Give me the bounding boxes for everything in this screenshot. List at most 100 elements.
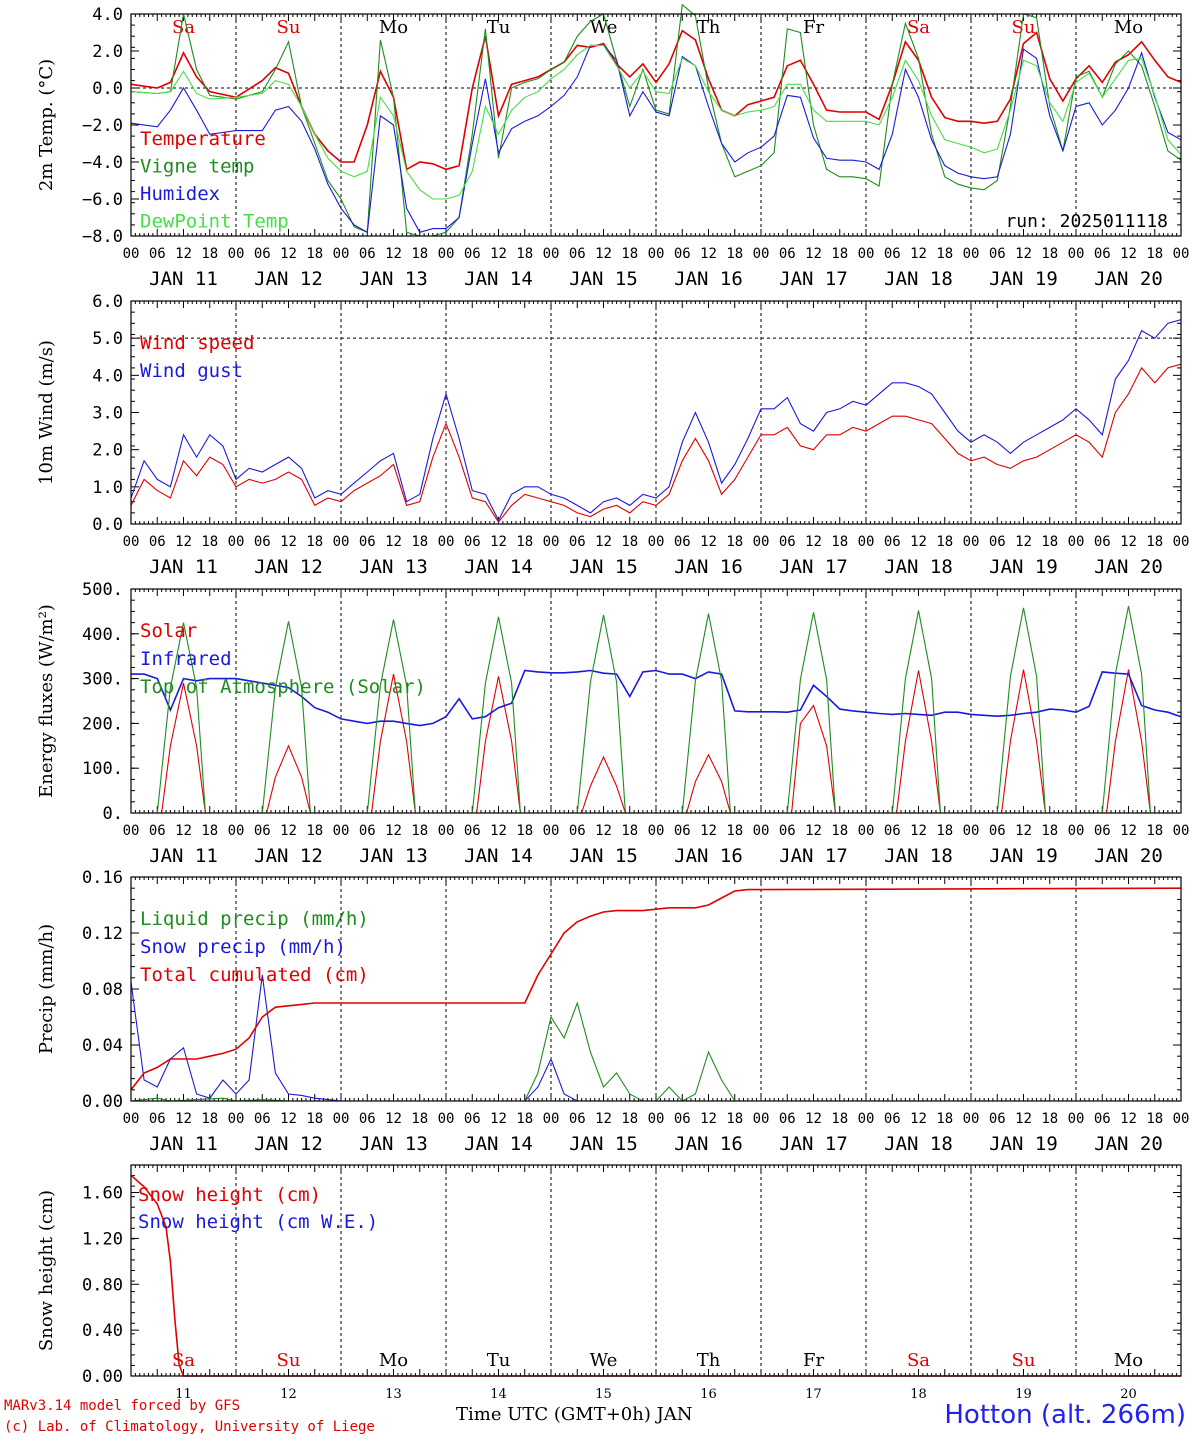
hour-tick-label: 00 <box>1068 534 1085 550</box>
legend-entry: Humidex <box>140 183 220 205</box>
y-axis-label: Snow height (cm) <box>36 1190 57 1351</box>
hour-tick-label: 06 <box>569 246 586 262</box>
day-label: JAN 16 <box>674 845 743 867</box>
series-line <box>130 974 1181 1102</box>
y-axis-label: 2m Temp. (°C) <box>36 59 57 191</box>
series-line <box>130 363 1182 524</box>
hour-tick-label: 12 <box>175 246 192 262</box>
hour-tick-label: 06 <box>359 534 376 550</box>
legend-entry: Vigne temp <box>140 156 254 178</box>
day-label: JAN 14 <box>464 1133 533 1155</box>
y-tick-label: 0.40 <box>82 1321 123 1341</box>
y-axis-label: 10m Wind (m/s) <box>36 340 57 485</box>
hour-tick-label: 00 <box>963 246 980 262</box>
day-label: JAN 13 <box>359 268 428 290</box>
y-tick-label: 0.16 <box>82 868 123 888</box>
hour-tick-label: 12 <box>385 823 402 839</box>
panel-frame <box>130 588 1182 814</box>
hour-tick-label: 12 <box>175 1111 192 1127</box>
hour-tick-label: 00 <box>438 246 455 262</box>
y-tick-label: 0.00 <box>82 1092 123 1112</box>
day-number: 14 <box>490 1387 507 1402</box>
hour-tick-label: 06 <box>464 534 481 550</box>
hour-tick-label: 00 <box>1173 823 1190 839</box>
legend-entry: Temperature <box>140 128 266 150</box>
hour-tick-label: 12 <box>490 534 507 550</box>
hour-tick-label: 06 <box>674 246 691 262</box>
day-label: JAN 15 <box>569 556 638 578</box>
hour-tick-label: 12 <box>490 823 507 839</box>
y-tick-label: −2.0 <box>82 116 123 136</box>
hour-tick-label: 18 <box>1041 1111 1058 1127</box>
hour-tick-label: 18 <box>306 534 323 550</box>
hour-tick-label: 12 <box>1120 246 1137 262</box>
hour-tick-label: 06 <box>149 534 166 550</box>
y-axis-label: Precip (mm/h) <box>36 924 57 1054</box>
hour-tick-label: 12 <box>1015 246 1032 262</box>
hour-tick-label: 18 <box>621 534 638 550</box>
legend-entry: Infrared <box>140 648 232 670</box>
y-tick-label: −4.0 <box>82 153 123 173</box>
hour-tick-label: 06 <box>569 1111 586 1127</box>
hour-tick-label: 00 <box>1068 1111 1085 1127</box>
panel-frame <box>130 876 1182 1102</box>
hour-tick-label: 06 <box>1094 246 1111 262</box>
day-number: 20 <box>1120 1387 1137 1402</box>
hour-tick-label: 12 <box>595 823 612 839</box>
series-line <box>130 44 1182 234</box>
panel-frame <box>130 300 1182 525</box>
day-label: JAN 17 <box>779 268 848 290</box>
hour-tick-label: 06 <box>464 246 481 262</box>
y-tick-label: 100. <box>82 759 123 779</box>
hour-tick-label: 18 <box>1146 246 1163 262</box>
hour-tick-label: 18 <box>831 823 848 839</box>
hour-tick-label: 06 <box>779 534 796 550</box>
day-number: 19 <box>1015 1387 1032 1402</box>
weekday-label: Fr <box>803 1350 824 1371</box>
hour-tick-label: 06 <box>569 534 586 550</box>
day-label: JAN 16 <box>674 1133 743 1155</box>
hour-tick-label: 12 <box>1120 823 1137 839</box>
legend-entry: Wind gust <box>140 360 243 382</box>
hour-tick-label: 00 <box>438 1111 455 1127</box>
hour-tick-label: 12 <box>700 534 717 550</box>
day-label: JAN 12 <box>254 1133 323 1155</box>
hour-tick-label: 12 <box>805 534 822 550</box>
y-tick-label: 0.80 <box>82 1275 123 1295</box>
hour-tick-label: 18 <box>621 1111 638 1127</box>
hour-tick-label: 06 <box>254 246 271 262</box>
day-label: JAN 17 <box>779 1133 848 1155</box>
hour-tick-label: 12 <box>910 1111 927 1127</box>
hour-tick-label: 18 <box>621 246 638 262</box>
hour-tick-label: 12 <box>700 823 717 839</box>
hour-tick-label: 12 <box>910 823 927 839</box>
hour-tick-label: 00 <box>333 1111 350 1127</box>
legend-entry: Wind speed <box>140 332 254 354</box>
day-label: JAN 11 <box>149 845 218 867</box>
hour-tick-label: 06 <box>779 823 796 839</box>
weekday-label: Su <box>1012 17 1036 38</box>
day-label: JAN 13 <box>359 1133 428 1155</box>
day-label: JAN 20 <box>1094 556 1163 578</box>
y-tick-label: 1.60 <box>82 1184 123 1204</box>
hour-tick-label: 06 <box>359 1111 376 1127</box>
series-line <box>130 1174 1181 1377</box>
legend-entry: Snow precip (mm/h) <box>140 936 346 958</box>
hour-tick-label: 12 <box>280 246 297 262</box>
y-tick-label: 0. <box>103 804 123 824</box>
model-credit: MARv3.14 model forced by GFS <box>4 1398 241 1414</box>
weekday-label: Tu <box>487 17 511 38</box>
day-label: JAN 12 <box>254 556 323 578</box>
day-number: 18 <box>910 1387 927 1402</box>
hour-tick-label: 12 <box>1015 823 1032 839</box>
weekday-label: Sa <box>907 1350 930 1371</box>
day-label: JAN 12 <box>254 845 323 867</box>
day-label: JAN 15 <box>569 845 638 867</box>
weekday-label: Th <box>697 1350 721 1371</box>
hour-tick-label: 06 <box>989 1111 1006 1127</box>
hour-tick-label: 00 <box>228 246 245 262</box>
hour-tick-label: 18 <box>936 1111 953 1127</box>
weekday-label: Fr <box>803 17 824 38</box>
hour-tick-label: 18 <box>1146 823 1163 839</box>
legend-entry: Total cumulated (cm) <box>140 964 369 986</box>
